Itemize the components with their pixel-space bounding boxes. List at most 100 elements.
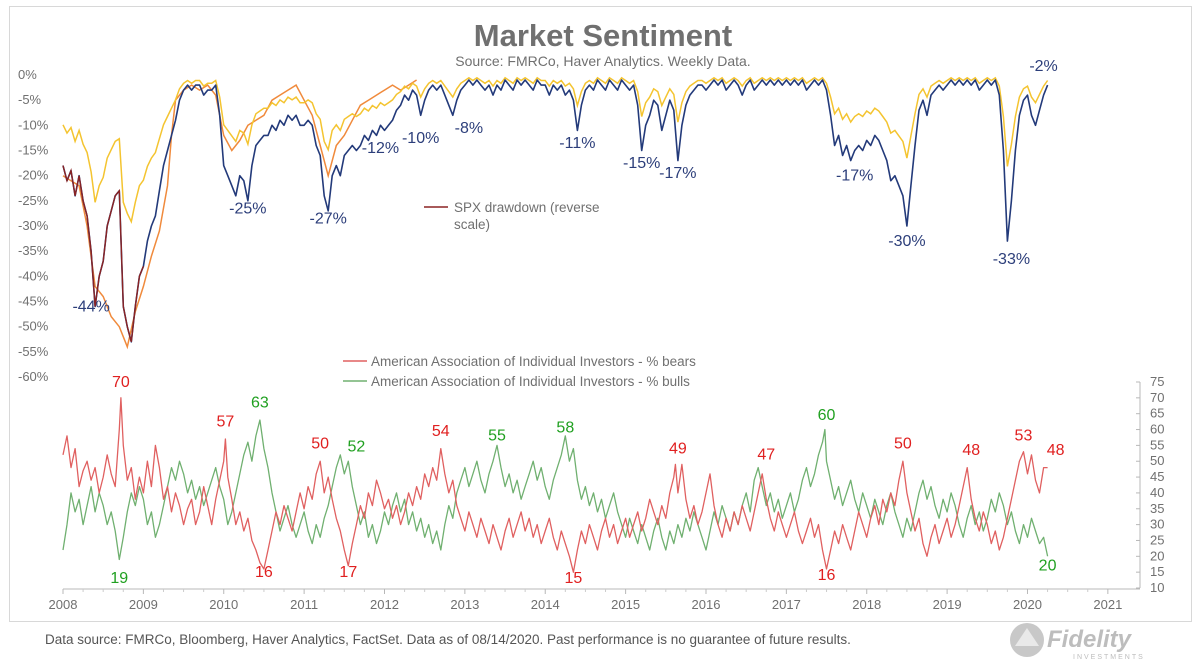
x-tick-label: 2008	[49, 597, 78, 612]
top-y-tick-label: -15%	[18, 143, 49, 158]
fidelity-seal-icon	[1010, 623, 1044, 657]
sentiment-legend: American Association of Individual Inves…	[343, 354, 696, 389]
x-tick-label: 2020	[1013, 597, 1042, 612]
drawdown-label: -33%	[993, 251, 1030, 268]
logo-wordmark: Fidelity	[1047, 626, 1133, 653]
bulls-value-label: 52	[347, 439, 365, 456]
chart-title: Market Sentiment	[474, 18, 732, 53]
bears-value-label: 57	[216, 413, 234, 430]
x-tick-label: 2019	[933, 597, 962, 612]
drawdown-legend: SPX drawdown (reverse scale)	[424, 200, 600, 232]
annotation-labels: -44%-25%-27%-12%-10%-8%-11%-15%-17% -17%-…	[72, 58, 1064, 587]
top-y-tick-label: -30%	[18, 218, 49, 233]
drawdown-label: -11%	[559, 135, 595, 152]
bulls-value-label: 55	[488, 428, 506, 445]
spx-drawdown-2008-segment	[62, 165, 145, 342]
drawdown-label: -2%	[1029, 58, 1057, 75]
drawdown-label: -10%	[402, 130, 439, 147]
drawdown-legend-line1: SPX drawdown (reverse	[454, 200, 600, 215]
top-y-tick-label: -5%	[18, 92, 42, 107]
x-tick-label: 2015	[611, 597, 640, 612]
bears-value-label: 48	[1047, 442, 1065, 459]
bulls-value-label: 58	[556, 420, 574, 437]
top-y-tick-label: 0%	[18, 67, 37, 82]
x-tick-label: 2009	[129, 597, 158, 612]
bears-value-label: 70	[112, 374, 130, 391]
bears-value-label: 16	[818, 567, 836, 584]
bulls-value-label: 20	[1039, 558, 1057, 575]
x-tick-label: 2016	[692, 597, 721, 612]
top-y-axis: 0% -5% -10% -15% -20% -25% -30% -35% -40% -45% -50…	[18, 67, 49, 384]
drawdown-lines	[62, 76, 1049, 350]
bears-legend-label: American Association of Individual Inves…	[371, 354, 696, 369]
drawdown-label: -25%	[229, 200, 266, 217]
bottom-y-tick-label: 30	[1150, 517, 1164, 532]
top-y-tick-label: -45%	[18, 294, 49, 309]
bottom-y-tick-label: 40	[1150, 485, 1164, 500]
top-y-tick-label: -10%	[18, 117, 49, 132]
bottom-y-tick-label: 20	[1150, 548, 1164, 563]
bottom-y-tick-label: 45	[1150, 469, 1164, 484]
fidelity-logo: Fidelity INVESTMENTS	[1010, 623, 1145, 661]
top-y-tick-label: -25%	[18, 193, 49, 208]
sentiment-lines	[62, 397, 1049, 573]
bottom-y-tick-label: 15	[1150, 564, 1164, 579]
bottom-y-tick-label: 10	[1150, 580, 1164, 595]
bulls-value-label: 19	[110, 570, 128, 587]
drawdown-label: -27%	[310, 210, 347, 227]
bottom-y-tick-label: 60	[1150, 422, 1164, 437]
drawdown-label: -8%	[455, 120, 483, 137]
drawdown-label: -44%	[72, 299, 109, 316]
bulls-value-label: 60	[818, 407, 836, 424]
bears-value-label: 16	[255, 564, 273, 581]
top-y-tick-label: -50%	[18, 319, 49, 334]
top-y-tick-label: -35%	[18, 243, 49, 258]
drawdown-label: -30%	[888, 233, 925, 250]
chart-subtitle: Source: FMRCo, Haver Analytics. Weekly D…	[455, 53, 750, 69]
bears-value-label: 49	[669, 440, 687, 457]
bottom-y-tick-label: 50	[1150, 453, 1164, 468]
footer-source-note: Data source: FMRCo, Bloomberg, Haver Ana…	[45, 632, 851, 647]
bottom-y-tick-label: 35	[1150, 501, 1164, 516]
top-y-tick-label: -60%	[18, 369, 49, 384]
x-tick-label: 2018	[852, 597, 881, 612]
top-y-tick-label: -40%	[18, 268, 49, 283]
bears-line	[62, 397, 1048, 573]
bulls-value-label: 63	[251, 394, 269, 411]
bears-value-label: 48	[962, 442, 980, 459]
x-tick-label: 2013	[450, 597, 479, 612]
top-y-tick-label: -20%	[18, 168, 49, 183]
drawdown-label: -17%	[659, 165, 696, 182]
drawdown-label: -17%	[836, 168, 873, 185]
bulls-line	[62, 419, 1049, 561]
drawdown-legend-line2: scale)	[454, 217, 490, 232]
bottom-y-tick-label: 65	[1150, 406, 1164, 421]
x-tick-label: 2017	[772, 597, 801, 612]
logo-subtext: INVESTMENTS	[1073, 654, 1145, 661]
x-axis: 2008 2009 2010 2011 2012 2013 2014 2015 2016 2017…	[49, 588, 1140, 612]
bottom-y-tick-label: 55	[1150, 437, 1164, 452]
bears-value-label: 50	[894, 436, 912, 453]
bulls-legend-label: American Association of Individual Inves…	[371, 374, 690, 389]
bears-value-label: 17	[339, 564, 357, 581]
spx-drawdown-line	[62, 79, 1049, 343]
drawdown-gold-line	[62, 76, 1049, 225]
x-tick-label: 2010	[209, 597, 238, 612]
drawdown-label: -12%	[362, 140, 399, 157]
bears-value-label: 50	[311, 436, 329, 453]
top-y-tick-label: -55%	[18, 344, 49, 359]
bears-value-label: 47	[757, 447, 775, 464]
drawdown-shadow-line	[62, 79, 418, 350]
bottom-y-tick-label: 75	[1150, 374, 1164, 389]
bottom-y-tick-label: 25	[1150, 532, 1164, 547]
x-tick-label: 2011	[290, 597, 318, 612]
x-tick-label: 2014	[531, 597, 560, 612]
x-tick-label: 2012	[370, 597, 399, 612]
bears-value-label: 53	[1015, 428, 1033, 445]
bears-value-label: 54	[432, 423, 450, 440]
bottom-y-tick-label: 70	[1150, 390, 1164, 405]
x-tick-label: 2021	[1093, 597, 1122, 612]
drawdown-label: -15%	[623, 155, 660, 172]
